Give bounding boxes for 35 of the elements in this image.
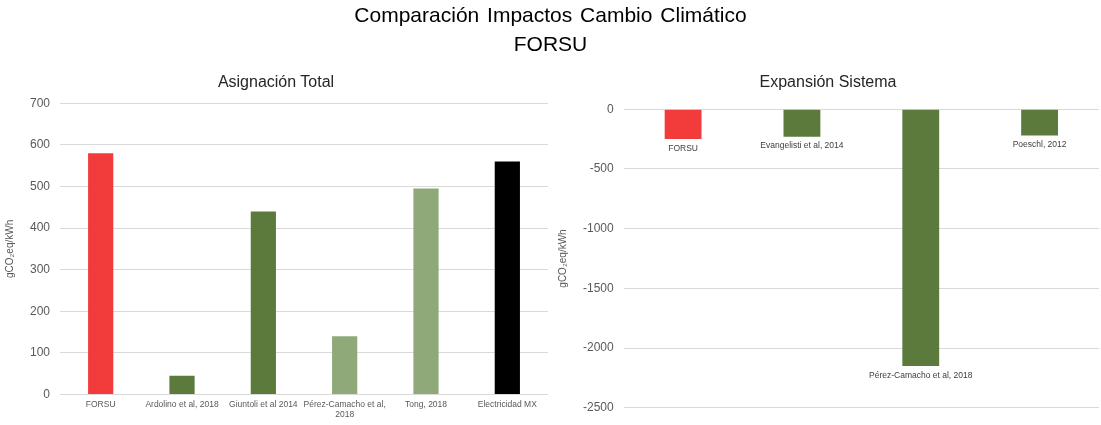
x-tick-label: Ardolino et al, 2018 [145,399,219,410]
x-tick-label: FORSU [85,399,116,410]
y-tick-label: 600 [29,137,51,152]
chart-title: Comparación Impactos Cambio Climático FORSU [353,2,748,57]
chart-subtitle: Asignación Total [217,73,335,91]
category-label: Pérez-Camacho et al, 2018 [869,369,973,380]
category-label: Evangelisti et al, 2014 [760,140,844,151]
y-tick-label: -2500 [582,400,615,415]
x-tick-label: Giuntoli et al 2014 [229,399,298,410]
y-tick-label: -1000 [582,220,615,235]
y-tick-label: 700 [29,95,51,110]
y-tick-label: 100 [29,345,51,360]
y-tick-label: -1500 [582,280,615,295]
y-tick-label: -2000 [582,340,615,355]
y-tick-label: 0 [43,386,51,401]
y-axis-title: gCO₂eq/kWh [556,229,568,288]
bar [250,211,276,395]
bar [332,336,358,395]
bar [88,153,114,395]
x-tick-label: Pérez-Camacho et al, 2018 [303,399,386,420]
y-tick-label: 0 [607,101,614,116]
chart-subtitle: Expansión Sistema [759,73,897,91]
y-tick-label: 200 [29,303,51,318]
y-tick-label: 500 [29,178,51,193]
bar [413,188,439,395]
category-label: Poeschl, 2012 [1012,139,1067,150]
x-tick-label: Electricidad MX [477,399,538,410]
y-tick-label: -500 [589,161,614,176]
y-axis-title: gCO₂eq/kWh [3,219,15,279]
bar [169,375,195,395]
y-tick-label: 300 [29,262,51,277]
category-label: FORSU [668,142,698,153]
x-tick-label: Tong, 2018 [404,399,448,410]
y-tick-label: 400 [29,220,51,235]
bar [494,161,520,395]
